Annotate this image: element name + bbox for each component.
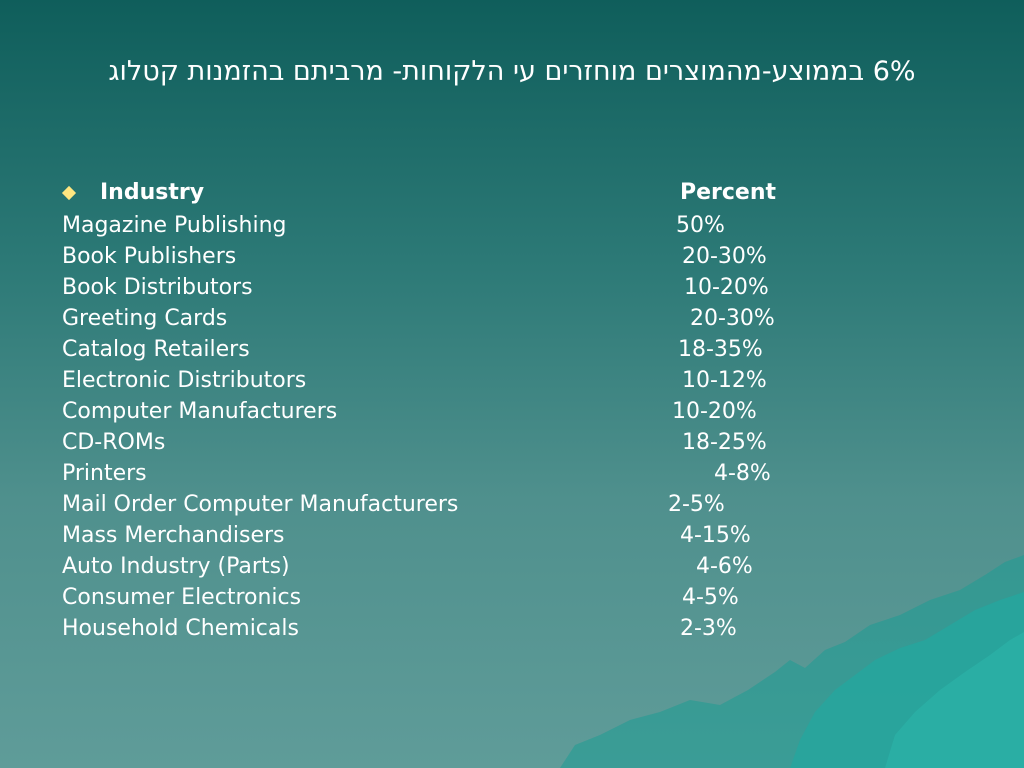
industry-name: Catalog Retailers	[62, 337, 250, 362]
table-row: Magazine Publishing 50%	[62, 210, 822, 241]
industry-column-header: Industry	[100, 180, 205, 205]
industry-name: Magazine Publishing	[62, 213, 287, 238]
table-row: Household Chemicals 2-3%	[62, 613, 822, 644]
table-row: Computer Manufacturers 10-20%	[62, 396, 822, 427]
industry-name: Printers	[62, 461, 147, 486]
return-percent: 4-6%	[696, 554, 753, 579]
table-row: Greeting Cards 20-30%	[62, 303, 822, 334]
table-row: Electronic Distributors 10-12%	[62, 365, 822, 396]
table-row: Printers 4-8%	[62, 458, 822, 489]
industry-name: Mass Merchandisers	[62, 523, 285, 548]
table-row: CD-ROMs 18-25%	[62, 427, 822, 458]
return-percent: 10-20%	[672, 399, 757, 424]
table-row: Book Distributors 10-20%	[62, 272, 822, 303]
industry-table: Magazine Publishing 50% Book Publishers …	[62, 210, 822, 644]
percent-column-header: Percent	[680, 180, 777, 205]
table-row: Mass Merchandisers 4-15%	[62, 520, 822, 551]
return-percent: 18-25%	[682, 430, 767, 455]
industry-name: Household Chemicals	[62, 616, 299, 641]
industry-name: Greeting Cards	[62, 306, 228, 331]
industry-name: Electronic Distributors	[62, 368, 307, 393]
industry-name: Auto Industry (Parts)	[62, 554, 290, 579]
table-row: Auto Industry (Parts) 4-6%	[62, 551, 822, 582]
return-percent: 18-35%	[678, 337, 763, 362]
return-percent: 4-5%	[682, 585, 739, 610]
return-percent: 2-5%	[668, 492, 725, 517]
return-percent: 10-20%	[684, 275, 769, 300]
industry-name: Book Publishers	[62, 244, 237, 269]
industry-name: Book Distributors	[62, 275, 253, 300]
return-percent: 10-12%	[682, 368, 767, 393]
table-row: Mail Order Computer Manufacturers 2-5%	[62, 489, 822, 520]
return-percent: 20-30%	[682, 244, 767, 269]
industry-name: Computer Manufacturers	[62, 399, 338, 424]
table-row: Catalog Retailers 18-35%	[62, 334, 822, 365]
table-row: Consumer Electronics 4-5%	[62, 582, 822, 613]
industry-name: Mail Order Computer Manufacturers	[62, 492, 459, 517]
slide-title: 6% בממוצע-מהמוצרים מוחזרים עי הלקוחות- מ…	[108, 56, 916, 87]
table-row: Book Publishers 20-30%	[62, 241, 822, 272]
return-percent: 50%	[676, 213, 725, 238]
return-percent: 20-30%	[690, 306, 775, 331]
return-percent: 4-8%	[714, 461, 771, 486]
return-percent: 4-15%	[680, 523, 751, 548]
industry-name: CD-ROMs	[62, 430, 166, 455]
industry-name: Consumer Electronics	[62, 585, 302, 610]
return-percent: 2-3%	[680, 616, 737, 641]
